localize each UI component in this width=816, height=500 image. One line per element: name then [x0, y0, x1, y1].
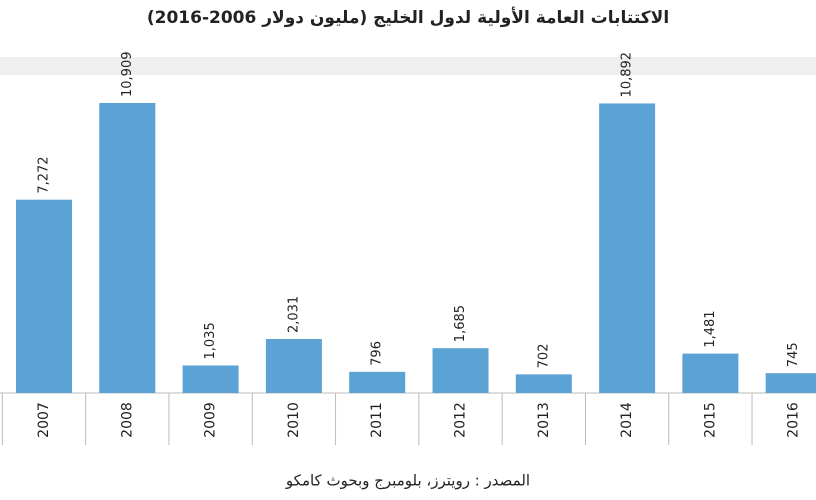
value-label: 10,892 — [620, 52, 635, 98]
value-label: 2,031 — [286, 296, 301, 333]
x-tick-label: 2014 — [619, 402, 635, 438]
bar — [99, 103, 156, 393]
value-label: 10,909 — [120, 52, 135, 98]
bar — [515, 374, 572, 393]
value-label: 796 — [370, 341, 385, 366]
value-label: 1,481 — [703, 310, 718, 347]
value-label: 745 — [786, 342, 801, 367]
x-tick-label: 2008 — [119, 402, 135, 438]
bar — [16, 199, 72, 393]
bar — [599, 103, 656, 394]
x-tick-label: 2009 — [203, 402, 219, 438]
header-band — [0, 57, 816, 75]
x-tick-label: 2016 — [786, 402, 802, 438]
value-label: 1,035 — [203, 322, 218, 359]
value-label: 1,685 — [453, 305, 468, 342]
x-tick-label: 2010 — [286, 402, 302, 438]
x-tick-label: 2015 — [702, 402, 718, 438]
source-note: المصدر : رويترز، بلومبرج وبحوث كامكو — [285, 472, 530, 491]
value-label: 7,272 — [37, 156, 52, 193]
chart-title: الاكتتابات العامة الأولية لدول الخليج (م… — [147, 7, 669, 28]
bar — [765, 373, 816, 393]
x-tick-label: 2013 — [536, 402, 552, 438]
x-tick-label: 2007 — [36, 402, 52, 438]
x-tick-label: 2011 — [369, 402, 385, 438]
bar — [349, 371, 406, 393]
bar — [682, 353, 739, 393]
bar — [182, 365, 239, 393]
bar — [432, 348, 489, 393]
bar — [265, 339, 322, 393]
x-tick-label: 2012 — [453, 402, 469, 438]
value-label: 702 — [536, 344, 551, 369]
